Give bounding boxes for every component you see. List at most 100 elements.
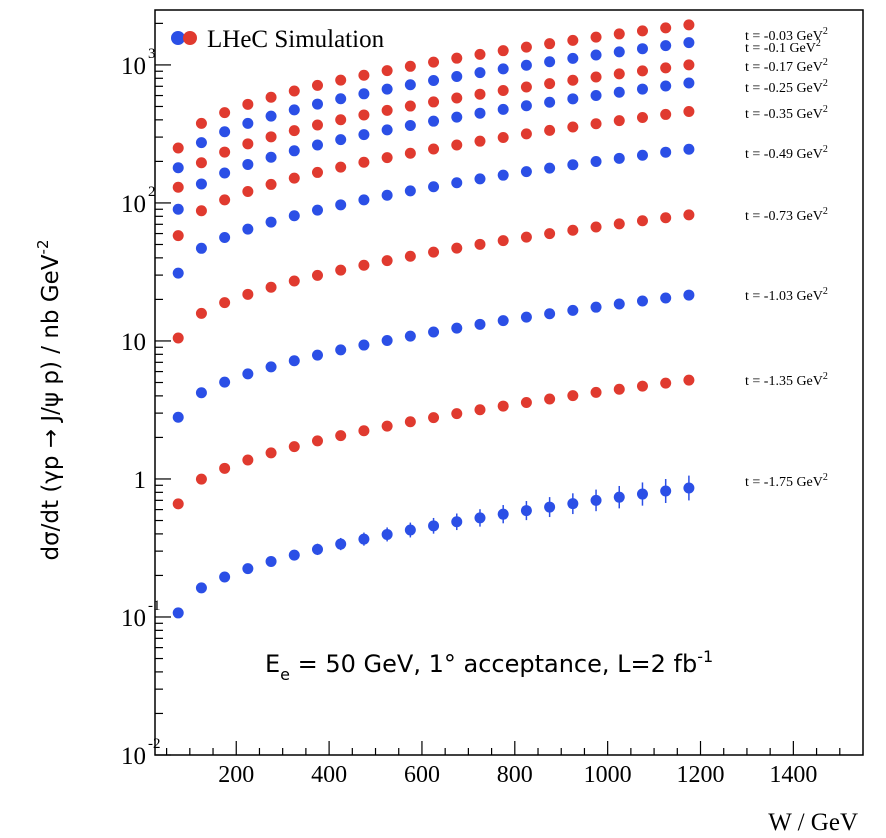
- data-point: [335, 114, 347, 126]
- data-point: [451, 242, 463, 254]
- data-point: [358, 156, 370, 168]
- data-point: [497, 169, 509, 181]
- series-label-text: t = -1.35 GeV: [745, 374, 823, 389]
- data-point: [358, 339, 370, 351]
- series-label-text: t = -0.35 GeV: [745, 107, 823, 122]
- data-point: [219, 232, 231, 244]
- data-point: [474, 512, 486, 524]
- data-point: [172, 142, 184, 154]
- series-group: [172, 475, 695, 619]
- data-point: [567, 121, 579, 133]
- data-point: [660, 146, 672, 158]
- data-point: [311, 435, 323, 447]
- series-group: [172, 77, 695, 215]
- series-group: [172, 105, 695, 242]
- x-tick-label: 1400: [769, 762, 817, 788]
- data-point: [567, 34, 579, 46]
- y-tick-label: 10: [121, 191, 146, 218]
- data-point: [195, 387, 207, 399]
- data-point: [242, 138, 254, 150]
- data-point: [288, 549, 300, 561]
- data-point: [590, 301, 602, 313]
- data-point: [335, 264, 347, 276]
- series-group: [172, 37, 695, 174]
- data-point: [428, 115, 440, 127]
- data-point: [428, 56, 440, 68]
- data-point: [683, 105, 695, 117]
- data-point: [404, 250, 416, 262]
- data-point: [451, 516, 463, 528]
- data-point: [497, 45, 509, 57]
- annotation: Ee = 50 GeV, 1° acceptance, L=2 fb-1: [265, 647, 713, 684]
- data-point: [358, 425, 370, 437]
- data-point: [404, 119, 416, 131]
- data-point: [497, 131, 509, 143]
- series-label-text: t = -0.73 GeV: [745, 209, 823, 224]
- data-point: [497, 508, 509, 520]
- series-label-text: t = -1.75 GeV: [745, 475, 823, 490]
- data-point: [474, 318, 486, 330]
- y-tick-label-sup: -2: [148, 736, 161, 752]
- series-group: [172, 143, 695, 279]
- data-point: [474, 48, 486, 60]
- series-group: [172, 19, 695, 154]
- data-point: [195, 117, 207, 129]
- data-point: [590, 89, 602, 101]
- data-point: [335, 74, 347, 86]
- y-tick-label-sup: -1: [148, 598, 161, 614]
- data-point: [636, 111, 648, 123]
- data-point: [474, 107, 486, 119]
- data-point: [288, 275, 300, 287]
- data-point: [195, 582, 207, 594]
- data-point: [660, 108, 672, 120]
- data-point: [497, 235, 509, 247]
- data-point: [613, 298, 625, 310]
- x-tick-label: 600: [404, 762, 440, 788]
- data-point: [544, 501, 556, 513]
- data-point: [335, 344, 347, 356]
- data-point: [195, 178, 207, 190]
- data-point: [544, 228, 556, 240]
- x-axis-label: W / GeV: [768, 809, 858, 836]
- series-label-sup: 2: [823, 371, 828, 382]
- data-point: [172, 607, 184, 619]
- data-point: [544, 393, 556, 405]
- data-point: [311, 349, 323, 361]
- data-point: [381, 65, 393, 77]
- data-point: [288, 441, 300, 453]
- data-point: [451, 92, 463, 104]
- y-tick-label: 10: [121, 329, 146, 356]
- data-point: [520, 100, 532, 112]
- y-tick-label: 10: [121, 743, 146, 770]
- data-point: [613, 115, 625, 127]
- data-point: [288, 145, 300, 157]
- data-point: [636, 295, 648, 307]
- data-point: [520, 128, 532, 140]
- data-point: [242, 368, 254, 380]
- data-point: [219, 462, 231, 474]
- data-point: [683, 209, 695, 221]
- data-point: [381, 334, 393, 346]
- data-point: [288, 85, 300, 97]
- data-point: [660, 212, 672, 224]
- data-point: [428, 181, 440, 193]
- data-point: [683, 482, 695, 494]
- data-point: [172, 411, 184, 423]
- data-point: [219, 126, 231, 138]
- data-point: [265, 110, 277, 122]
- data-point: [404, 185, 416, 197]
- data-point: [520, 396, 532, 408]
- series-label-text: t = -1.03 GeV: [745, 289, 823, 304]
- data-point: [404, 60, 416, 72]
- y-axis-label-text: dσ/dt (γp → J/ψ p) / nb GeV: [38, 254, 64, 560]
- data-point: [428, 143, 440, 155]
- data-point: [683, 59, 695, 71]
- annotation-sup: -1: [697, 647, 713, 666]
- legend-label: LHeC Simulation: [207, 26, 385, 53]
- data-point: [636, 43, 648, 55]
- data-point: [404, 330, 416, 342]
- data-point: [613, 68, 625, 80]
- data-point: [172, 498, 184, 510]
- data-point: [195, 137, 207, 149]
- data-point: [636, 83, 648, 95]
